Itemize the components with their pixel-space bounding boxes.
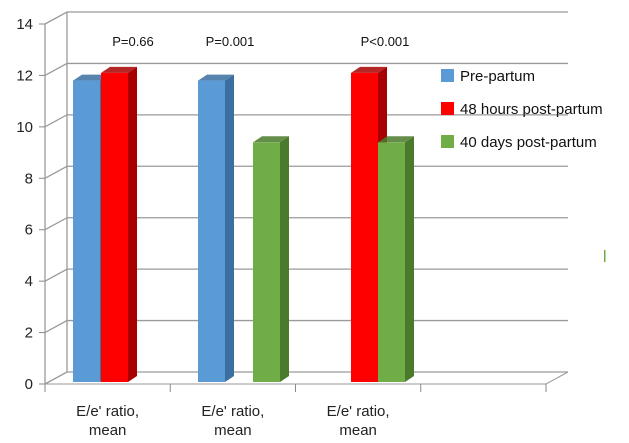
legend-label: 48 hours post-partum <box>460 101 603 118</box>
x-tick-label: E/e' ratio, <box>327 403 390 420</box>
y-tick-label: 14 <box>16 16 33 33</box>
y-tick-label: 12 <box>16 67 33 84</box>
bar <box>198 80 225 383</box>
labels: E/e' ratio, mean E/e' ratio, mean E/e' ratio… <box>76 34 409 439</box>
bar <box>253 142 280 382</box>
bars <box>73 66 414 383</box>
bar <box>351 72 378 382</box>
x-tick-label: E/e' ratio, <box>76 403 139 420</box>
axes: 0 2 4 6 8 10 12 14 <box>16 12 547 393</box>
bar-top <box>101 66 137 73</box>
gridline <box>44 11 568 25</box>
y-tick-label: 0 <box>25 376 33 393</box>
legend-label: Pre-partum <box>460 68 535 85</box>
legend-swatch <box>441 102 454 115</box>
legend: Pre-partum 48 hours post-partum 40 days po… <box>441 68 603 151</box>
bar <box>101 72 128 382</box>
y-tick-label: 8 <box>25 170 33 187</box>
legend-label: 40 days post-partum <box>460 134 597 151</box>
bar-side <box>280 136 289 382</box>
p-value-annotation: P<0.001 <box>361 34 410 49</box>
p-value-annotation: P=0.66 <box>112 34 154 49</box>
x-tick-label: mean <box>339 422 377 439</box>
bar-top <box>378 136 414 143</box>
x-tick-label: mean <box>214 422 252 439</box>
y-tick-label: 10 <box>16 119 33 136</box>
bar <box>73 80 100 383</box>
bar-side <box>225 74 234 383</box>
bar-top <box>198 74 234 81</box>
bar-top <box>253 136 289 143</box>
legend-swatch <box>441 69 454 82</box>
bar-top <box>351 66 387 73</box>
bar-top <box>73 74 109 81</box>
y-tick-label: 2 <box>25 325 33 342</box>
p-value-annotation: P=0.001 <box>206 34 255 49</box>
x-tick-label: E/e' ratio, <box>201 403 264 420</box>
y-tick-label: 4 <box>25 273 33 290</box>
stray-mark <box>604 250 606 262</box>
bar <box>378 142 405 382</box>
bar-side <box>405 136 414 382</box>
legend-swatch <box>441 135 454 148</box>
x-tick-label: mean <box>89 422 127 439</box>
y-tick-label: 6 <box>25 222 33 239</box>
bar-side <box>128 66 137 382</box>
